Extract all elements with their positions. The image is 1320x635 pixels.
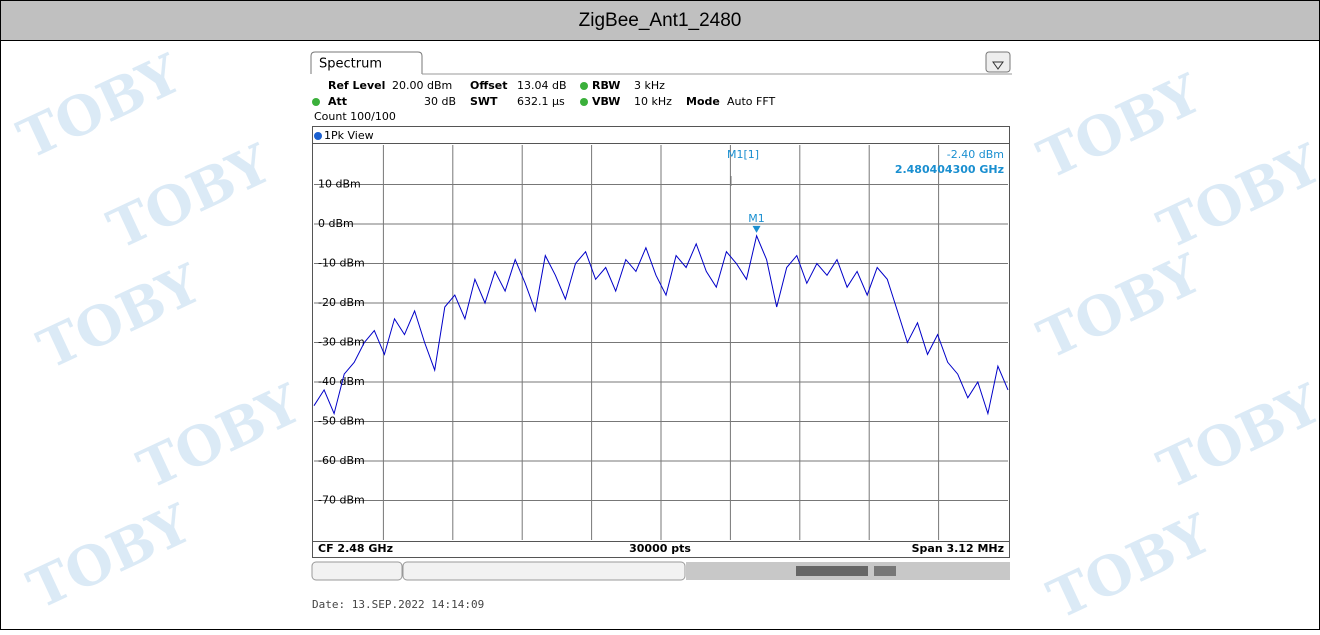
y-tick-label: -70 dBm bbox=[318, 494, 365, 507]
y-tick-label: -20 dBm bbox=[318, 296, 365, 309]
view-dot bbox=[314, 132, 322, 140]
setting-value: 30 dB bbox=[424, 95, 456, 108]
tab[interactable] bbox=[310, 51, 423, 74]
sweep-points: 30000 pts bbox=[629, 542, 691, 555]
setting-label: Ref Level bbox=[328, 79, 385, 92]
marker-triangle bbox=[752, 225, 761, 233]
y-tick-label: 0 dBm bbox=[318, 217, 354, 230]
setting-value: 20.00 dBm bbox=[392, 79, 452, 92]
setting-value: 13.04 dB bbox=[517, 79, 567, 92]
span: Span 3.12 MHz bbox=[912, 542, 1004, 555]
y-tick-label: -10 dBm bbox=[318, 257, 365, 270]
setting-label: SWT bbox=[470, 95, 498, 108]
title: ZigBee_Ant1_2480 bbox=[579, 10, 742, 31]
setting-label: VBW bbox=[592, 95, 620, 108]
y-tick-label: -40 dBm bbox=[318, 375, 365, 388]
setting-label: Mode bbox=[686, 95, 720, 108]
watermark: TOBY bbox=[128, 371, 311, 502]
progress-bar bbox=[796, 566, 868, 576]
status-icon bbox=[874, 566, 896, 576]
status-dot bbox=[580, 82, 588, 90]
status-dot bbox=[580, 98, 588, 106]
watermark: TOBY bbox=[28, 251, 211, 382]
watermark: TOBY bbox=[1148, 131, 1320, 262]
marker-label: M1[1] bbox=[727, 148, 759, 161]
marker-level: -2.40 dBm bbox=[947, 148, 1004, 161]
setting-value: 10 kHz bbox=[634, 95, 672, 108]
watermark: TOBY bbox=[8, 41, 191, 172]
title-bar bbox=[0, 0, 1320, 41]
status-box bbox=[402, 561, 686, 581]
setting-value: Auto FFT bbox=[727, 95, 775, 108]
marker-name: M1 bbox=[748, 212, 765, 225]
view-label: 1Pk View bbox=[324, 129, 374, 142]
y-tick-label: -30 dBm bbox=[318, 336, 365, 349]
y-tick-label: -50 dBm bbox=[318, 415, 365, 428]
tab-label[interactable]: Spectrum bbox=[319, 57, 382, 72]
watermark: TOBY bbox=[1028, 61, 1211, 192]
status-dot bbox=[312, 98, 320, 106]
marker-frequency: 2.480404300 GHz bbox=[895, 163, 1004, 176]
count: Count 100/100 bbox=[314, 110, 396, 123]
plot: 10 dBm 0 dBm -10 dBm -20 dBm -30 dBm -40 dBm -… bbox=[313, 145, 1009, 540]
center-frequency: CF 2.48 GHz bbox=[318, 542, 393, 555]
date: Date: 13.SEP.2022 14:14:09 bbox=[312, 598, 484, 611]
status-box bbox=[311, 561, 403, 581]
setting-value: 3 kHz bbox=[634, 79, 665, 92]
y-tick-label: -60 dBm bbox=[318, 454, 365, 467]
watermark: TOBY bbox=[1028, 241, 1211, 372]
setting-label: Att bbox=[328, 95, 347, 108]
menu-icon bbox=[992, 61, 1004, 70]
setting-label: Offset bbox=[470, 79, 508, 92]
trace bbox=[313, 234, 1009, 416]
y-tick-label: 10 dBm bbox=[318, 178, 361, 191]
watermark: TOBY bbox=[98, 131, 281, 262]
instrument-screen bbox=[308, 48, 1018, 586]
setting-value: 632.1 µs bbox=[517, 95, 565, 108]
view-frame bbox=[312, 126, 1010, 558]
watermark: TOBY bbox=[18, 491, 201, 622]
watermark: TOBY bbox=[1148, 371, 1320, 502]
setting-label: RBW bbox=[592, 79, 620, 92]
watermark: TOBY bbox=[1038, 501, 1221, 630]
